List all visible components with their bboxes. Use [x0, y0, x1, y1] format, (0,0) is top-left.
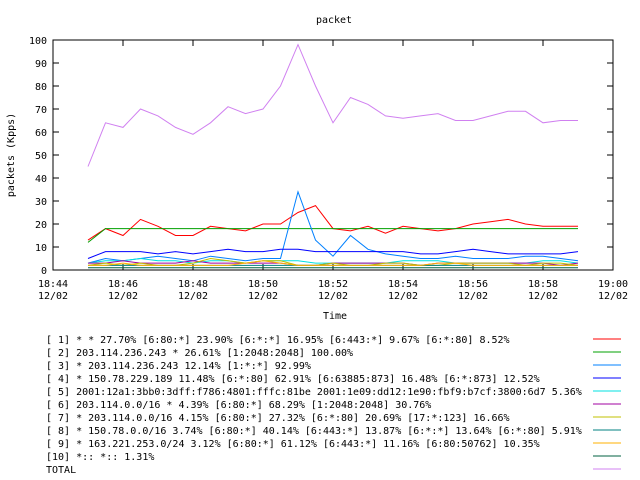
y-axis-label: packets (Kpps): [6, 113, 17, 197]
x-tick-label: 18:56: [458, 279, 488, 290]
y-tick-label: 50: [35, 151, 47, 162]
x-axis-label: Time: [323, 311, 347, 322]
series-line-11: [87, 43, 578, 167]
y-tick-label: 70: [35, 105, 47, 116]
y-tick-label: 90: [35, 59, 47, 70]
y-tick-label: 30: [35, 197, 47, 208]
x-tick-date: 12/02: [458, 291, 488, 302]
series-lines: [87, 43, 579, 269]
y-tick-label: 10: [35, 243, 47, 254]
x-tick-label: 19:00: [598, 279, 628, 290]
chart-title: packet: [316, 15, 352, 26]
y-tick-label: 60: [35, 128, 47, 139]
legend-label: [ 9] * 163.221.253.0/24 3.12% [6:80:*] 6…: [46, 439, 540, 450]
x-tick-label: 18:44: [38, 279, 68, 290]
y-tick-label: 80: [35, 82, 47, 93]
series-line-2: [87, 228, 578, 243]
legend-label: [ 6] 203.114.0.0/16 * 4.39% [6:80:*] 68.…: [46, 400, 431, 411]
plot-frame: [52, 39, 614, 271]
series-line-3: [87, 190, 579, 264]
legend-label: [ 1] * * 27.70% [6:80:*] 23.90% [6:*:*] …: [46, 335, 510, 346]
x-tick-date: 12/02: [528, 291, 558, 302]
y-tick-label: 40: [35, 174, 47, 185]
x-tick-label: 18:54: [388, 279, 418, 290]
x-tick-label: 18:52: [318, 279, 348, 290]
series-line-1: [87, 204, 578, 241]
plot-area: [52, 39, 614, 271]
x-tick-date: 12/02: [38, 291, 68, 302]
legend-label: [ 8] * 150.78.0.0/16 3.74% [6:80:*] 40.1…: [46, 426, 582, 437]
legend: [ 1] * * 27.70% [6:80:*] 23.90% [6:*:*] …: [46, 335, 621, 476]
series-line-5: [87, 257, 579, 264]
series-line-4: [87, 248, 579, 259]
legend-label: [10] *:: *:: 1.31%: [46, 452, 154, 463]
legend-label: [ 4] * 150.78.229.189 11.48% [6:*:80] 62…: [46, 374, 540, 385]
x-tick-label: 18:46: [108, 279, 138, 290]
y-tick-label: 0: [41, 266, 47, 277]
legend-label: [ 7] * 203.114.0.0/16 4.15% [6:80:*] 27.…: [46, 413, 510, 424]
series-line-9: [88, 260, 578, 266]
legend-label: [ 3] * 203.114.236.243 12.14% [1:*:*] 92…: [46, 361, 311, 372]
x-tick-label: 18:58: [528, 279, 558, 290]
x-tick-label: 18:50: [248, 279, 278, 290]
x-tick-label: 18:48: [178, 279, 208, 290]
legend-label: TOTAL: [46, 465, 76, 476]
x-tick-date: 12/02: [178, 291, 208, 302]
x-tick-date: 12/02: [598, 291, 628, 302]
x-tick-date: 12/02: [318, 291, 348, 302]
x-tick-date: 12/02: [248, 291, 278, 302]
axis-ticks: 010203040506070809010018:4412/0218:4612/…: [29, 36, 628, 302]
legend-label: [ 2] 203.114.236.243 * 26.61% [1:2048:20…: [46, 348, 353, 359]
y-tick-label: 100: [29, 36, 47, 47]
x-tick-date: 12/02: [108, 291, 138, 302]
x-tick-date: 12/02: [388, 291, 418, 302]
y-tick-label: 20: [35, 220, 47, 231]
legend-label: [ 5] 2001:12a1:3bb0:3dff:f786:4801:fffc:…: [46, 387, 582, 398]
